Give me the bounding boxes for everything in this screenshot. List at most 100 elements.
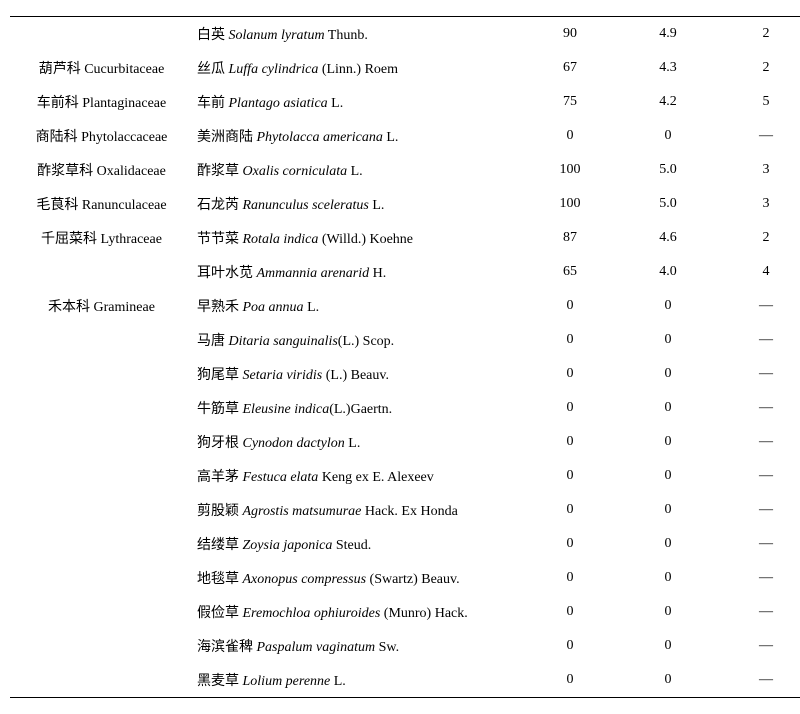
value-v3: — <box>717 493 800 527</box>
value-v3: — <box>717 391 800 425</box>
value-v2: 0 <box>619 119 717 153</box>
value-v3: — <box>717 663 800 698</box>
value-v1: 0 <box>521 357 619 391</box>
species-auth: L. <box>369 198 385 213</box>
species-latin: Setaria viridis <box>243 368 323 383</box>
family-latin: Cucurbitaceae <box>84 62 164 77</box>
species-cell: 高羊茅 Festuca elata Keng ex E. Alexeev <box>193 459 521 493</box>
species-cn: 早熟禾 <box>197 300 239 315</box>
value-v3: — <box>717 323 800 357</box>
species-auth: L. <box>345 436 361 451</box>
value-v2: 0 <box>619 323 717 357</box>
family-cn: 车前科 <box>37 96 79 111</box>
species-cell: 美洲商陆 Phytolacca americana L. <box>193 119 521 153</box>
value-v2: 0 <box>619 595 717 629</box>
species-auth: L. <box>328 96 344 111</box>
species-latin: Solanum lyratum <box>229 28 325 43</box>
family-latin: Gramineae <box>94 300 155 315</box>
value-v3: 2 <box>717 17 800 52</box>
species-latin: Poa annua <box>243 300 304 315</box>
value-v3: — <box>717 119 800 153</box>
family-cell <box>10 391 193 425</box>
species-cell: 丝瓜 Luffa cylindrica (Linn.) Roem <box>193 51 521 85</box>
species-cn: 狗尾草 <box>197 368 239 383</box>
species-auth: Thunb. <box>325 28 368 43</box>
family-latin: Lythraceae <box>101 232 162 247</box>
species-cell: 耳叶水苋 Ammannia arenarid H. <box>193 255 521 289</box>
value-v2: 4.2 <box>619 85 717 119</box>
value-v1: 75 <box>521 85 619 119</box>
value-v1: 0 <box>521 119 619 153</box>
family-latin: Oxalidaceae <box>97 164 166 179</box>
value-v3: — <box>717 527 800 561</box>
family-cell: 葫芦科 Cucurbitaceae <box>10 51 193 85</box>
value-v3: 3 <box>717 187 800 221</box>
species-auth: (Munro) Hack. <box>380 606 467 621</box>
species-cn: 结缕草 <box>197 538 239 553</box>
species-cell: 结缕草 Zoysia japonica Steud. <box>193 527 521 561</box>
value-v3: 2 <box>717 51 800 85</box>
family-cell <box>10 527 193 561</box>
species-auth: L. <box>304 300 320 315</box>
family-cn: 酢浆草科 <box>37 164 93 179</box>
value-v1: 67 <box>521 51 619 85</box>
family-cn: 禾本科 <box>48 300 90 315</box>
species-latin: Oxalis corniculata <box>243 164 348 179</box>
species-cn: 黑麦草 <box>197 674 239 689</box>
family-latin: Ranunculaceae <box>82 198 167 213</box>
family-cell <box>10 629 193 663</box>
species-auth: L. <box>347 164 363 179</box>
species-cell: 酢浆草 Oxalis corniculata L. <box>193 153 521 187</box>
value-v3: — <box>717 595 800 629</box>
species-auth: Steud. <box>332 538 371 553</box>
species-cn: 高羊茅 <box>197 470 239 485</box>
value-v1: 0 <box>521 595 619 629</box>
species-cn: 剪股颖 <box>197 504 239 519</box>
family-cn: 商陆科 <box>36 130 78 145</box>
value-v2: 0 <box>619 527 717 561</box>
value-v3: — <box>717 629 800 663</box>
value-v2: 0 <box>619 289 717 323</box>
species-cn: 石龙芮 <box>197 198 239 213</box>
species-cn: 狗牙根 <box>197 436 239 451</box>
species-latin: Rotala indica <box>243 232 319 247</box>
species-latin: Luffa cylindrica <box>229 62 319 77</box>
value-v2: 0 <box>619 629 717 663</box>
value-v2: 0 <box>619 425 717 459</box>
value-v1: 0 <box>521 527 619 561</box>
family-cell <box>10 459 193 493</box>
species-auth: L. <box>330 674 346 689</box>
species-auth: Hack. Ex Honda <box>361 504 457 519</box>
species-cell: 车前 Plantago asiatica L. <box>193 85 521 119</box>
value-v3: — <box>717 425 800 459</box>
species-cell: 石龙芮 Ranunculus sceleratus L. <box>193 187 521 221</box>
species-table: 白英 Solanum lyratum Thunb.904.92葫芦科 Cucur… <box>10 16 800 698</box>
species-cell: 白英 Solanum lyratum Thunb. <box>193 17 521 52</box>
value-v3: — <box>717 459 800 493</box>
species-auth: (L.)Gaertn. <box>329 402 392 417</box>
value-v2: 0 <box>619 663 717 698</box>
species-latin: Eremochloa ophiuroides <box>243 606 381 621</box>
species-cell: 假俭草 Eremochloa ophiuroides (Munro) Hack. <box>193 595 521 629</box>
value-v2: 5.0 <box>619 153 717 187</box>
species-cn: 酢浆草 <box>197 164 239 179</box>
value-v3: 3 <box>717 153 800 187</box>
species-latin: Ditaria sanguinalis <box>229 334 338 349</box>
value-v2: 5.0 <box>619 187 717 221</box>
family-cell: 商陆科 Phytolaccaceae <box>10 119 193 153</box>
value-v1: 0 <box>521 323 619 357</box>
species-latin: Festuca elata <box>243 470 319 485</box>
value-v2: 4.9 <box>619 17 717 52</box>
species-cell: 黑麦草 Lolium perenne L. <box>193 663 521 698</box>
value-v3: — <box>717 561 800 595</box>
value-v2: 4.0 <box>619 255 717 289</box>
value-v2: 0 <box>619 459 717 493</box>
family-cell <box>10 323 193 357</box>
species-cn: 马唐 <box>197 334 225 349</box>
species-auth: Sw. <box>375 640 399 655</box>
family-cn: 千屈菜科 <box>41 232 97 247</box>
species-latin: Phytolacca americana <box>257 130 383 145</box>
species-latin: Cynodon dactylon <box>243 436 345 451</box>
species-auth: L. <box>383 130 399 145</box>
family-cell <box>10 493 193 527</box>
